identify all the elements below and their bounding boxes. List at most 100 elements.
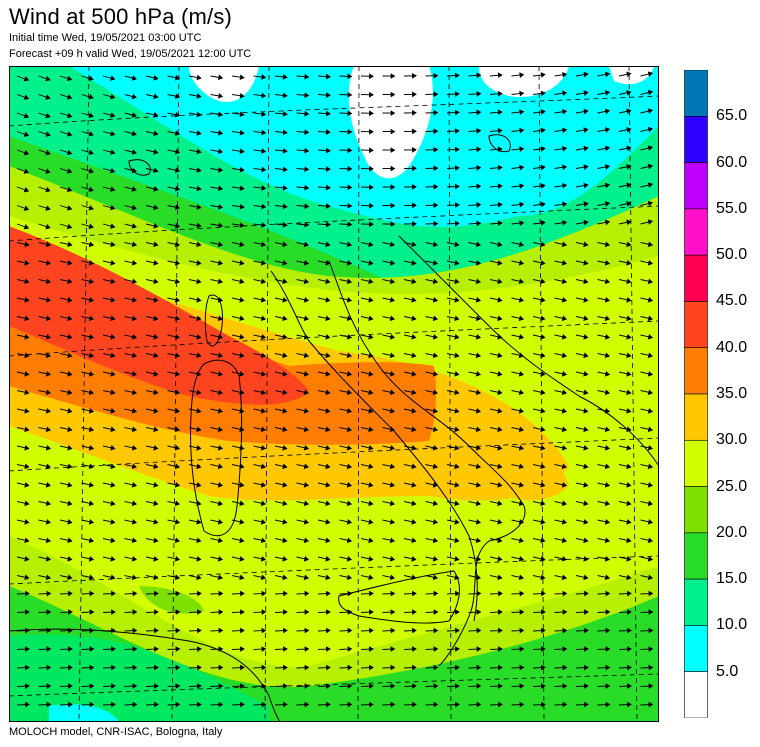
wind-arrow-head xyxy=(88,278,95,285)
wind-arrow-head xyxy=(240,609,245,615)
wind-arrow-head xyxy=(583,108,589,115)
wind-arrow-head xyxy=(346,352,353,359)
colorbar-tick-label: 35.0 xyxy=(716,385,748,402)
colorbar-swatch xyxy=(684,532,708,580)
wind-arrow-head xyxy=(218,683,224,689)
wind-arrow-head xyxy=(411,556,417,562)
wind-arrow-head xyxy=(67,463,73,470)
wind-arrow-head xyxy=(476,202,482,208)
wind-arrow-head xyxy=(561,574,568,581)
wind-arrow-head xyxy=(46,701,52,708)
wind-arrow-head xyxy=(562,145,568,152)
wind-arrow-head xyxy=(583,482,589,488)
wind-arrow-head xyxy=(648,683,654,689)
wind-arrow-head xyxy=(304,184,310,191)
wind-arrow-head xyxy=(604,371,611,377)
wind-arrow-head xyxy=(24,297,30,303)
wind-arrow-head xyxy=(68,590,73,597)
wind-arrow-head xyxy=(648,664,654,671)
wind-arrow-head xyxy=(475,315,482,322)
wind-arrow-head xyxy=(218,167,224,173)
wind-arrow-head xyxy=(174,500,181,507)
wind-arrow-head xyxy=(626,182,632,189)
wind-arrow-head xyxy=(626,127,632,133)
wind-arrow-head xyxy=(540,241,546,248)
wind-arrow-head xyxy=(261,166,267,173)
wind-arrow-head xyxy=(304,129,310,136)
wind-arrow-head xyxy=(260,315,267,322)
wind-arrow-head xyxy=(454,463,460,470)
wind-arrow-head xyxy=(153,297,159,303)
wind-arrow-head xyxy=(626,352,632,359)
wind-arrow-head xyxy=(540,109,546,115)
wind-arrow-head xyxy=(626,371,632,377)
wind-arrow-head xyxy=(282,334,288,340)
wind-arrow-head xyxy=(325,371,331,377)
wind-arrow-head xyxy=(519,646,525,652)
wind-arrow-head xyxy=(390,221,396,227)
wind-arrow-head xyxy=(89,590,95,597)
wind-arrow-head xyxy=(239,334,245,340)
wind-arrow-head xyxy=(239,352,245,359)
wind-arrow-head xyxy=(131,334,138,340)
wind-arrow-head xyxy=(303,297,310,303)
wind-arrow-head xyxy=(239,148,245,155)
wind-arrow-head xyxy=(132,646,138,652)
wind-arrow-head xyxy=(66,131,73,137)
wind-arrow-head xyxy=(282,482,288,488)
wind-arrow-head xyxy=(475,371,482,377)
wind-arrow-head xyxy=(175,627,181,634)
wind-arrow-head xyxy=(45,556,52,562)
wind-arrow-head xyxy=(67,315,73,322)
wind-arrow-head xyxy=(368,426,374,433)
wind-arrow-head xyxy=(475,574,482,581)
wind-arrow-head xyxy=(626,556,632,562)
wind-arrow-head xyxy=(68,646,73,652)
wind-arrow-head xyxy=(24,334,30,340)
wind-arrow-head xyxy=(518,241,525,248)
wind-arrow-head xyxy=(562,127,568,134)
wind-arrow-head xyxy=(154,590,159,597)
wind-arrow-head xyxy=(647,200,654,207)
wind-arrow-head xyxy=(174,148,181,155)
wind-arrow-head xyxy=(604,201,611,207)
wind-arrow-head xyxy=(303,278,310,285)
wind-arrow-head xyxy=(111,683,116,689)
wind-arrow-head xyxy=(411,574,417,581)
wind-arrow-head xyxy=(261,590,267,597)
wind-arrow-head xyxy=(626,297,632,303)
wind-arrow-head xyxy=(604,297,611,303)
wind-arrow-head xyxy=(131,426,138,433)
wind-arrow-head xyxy=(261,627,267,634)
wind-arrow-head xyxy=(433,646,439,652)
wind-arrow-head xyxy=(411,519,417,525)
wind-arrow-head xyxy=(67,426,73,433)
wind-arrow-head xyxy=(390,609,396,615)
wind-arrow-head xyxy=(217,556,224,562)
wind-arrow-head xyxy=(239,556,245,562)
colorbar-swatch xyxy=(684,301,708,349)
wind-arrow-head xyxy=(583,164,589,170)
wind-arrow-head xyxy=(153,149,159,155)
wind-arrow-head xyxy=(412,646,417,652)
wind-arrow-head xyxy=(454,72,460,79)
wind-arrow-head xyxy=(454,183,460,190)
wind-arrow-head xyxy=(325,389,331,396)
wind-arrow-head xyxy=(132,664,138,671)
wind-arrow-head xyxy=(325,500,331,507)
wind-arrow-head xyxy=(45,94,51,100)
wind-arrow-head xyxy=(153,75,159,81)
wind-arrow-head xyxy=(196,93,202,99)
wind-arrow-head xyxy=(518,482,525,488)
wind-arrow-head xyxy=(24,389,30,396)
wind-arrow-head xyxy=(475,482,482,488)
wind-arrow-head xyxy=(347,590,353,597)
wind-arrow-head xyxy=(304,646,310,652)
wind-arrow-head xyxy=(432,574,439,581)
wind-arrow-head xyxy=(497,408,503,414)
wind-arrow-head xyxy=(283,683,288,689)
wind-arrow-head xyxy=(174,574,181,581)
wind-arrow-head xyxy=(153,408,159,414)
wind-arrow-head xyxy=(89,683,95,689)
coastline-sicily xyxy=(338,570,460,624)
